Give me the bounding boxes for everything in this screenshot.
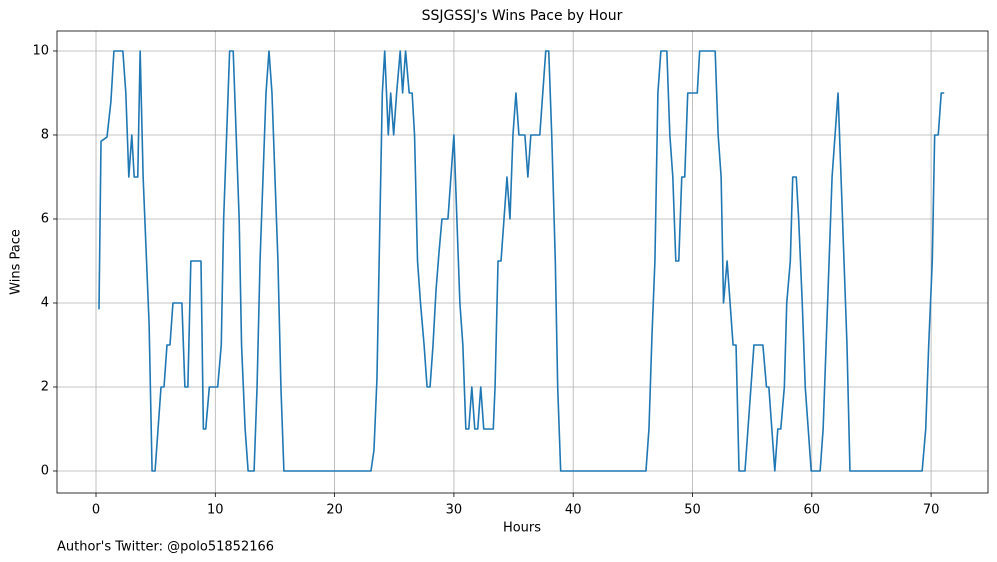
y-tick-label: 10 (32, 43, 49, 58)
x-tick-label: 50 (684, 503, 701, 518)
x-tick-label: 60 (804, 503, 821, 518)
x-tick-label: 70 (923, 503, 940, 518)
y-tick-label: 2 (41, 379, 49, 394)
x-axis-label: Hours (503, 521, 541, 536)
x-tick-label: 10 (207, 503, 224, 518)
y-tick-label: 4 (41, 295, 49, 310)
y-tick-label: 0 (41, 463, 49, 478)
y-tick-label: 6 (41, 211, 49, 226)
x-tick-label: 30 (446, 503, 463, 518)
x-tick-label: 0 (92, 503, 100, 518)
data-line (98, 50, 945, 472)
y-axis-label: Wins Pace (9, 229, 24, 295)
annotation: Author's Twitter: @polo51852166 (57, 540, 274, 555)
y-tick-label: 8 (41, 127, 49, 142)
x-tick-label: 20 (326, 503, 343, 518)
plot-frame (56, 30, 989, 494)
x-tick-label: 40 (565, 503, 582, 518)
chart-title: SSJGSSJ's Wins Pace by Hour (422, 8, 623, 24)
